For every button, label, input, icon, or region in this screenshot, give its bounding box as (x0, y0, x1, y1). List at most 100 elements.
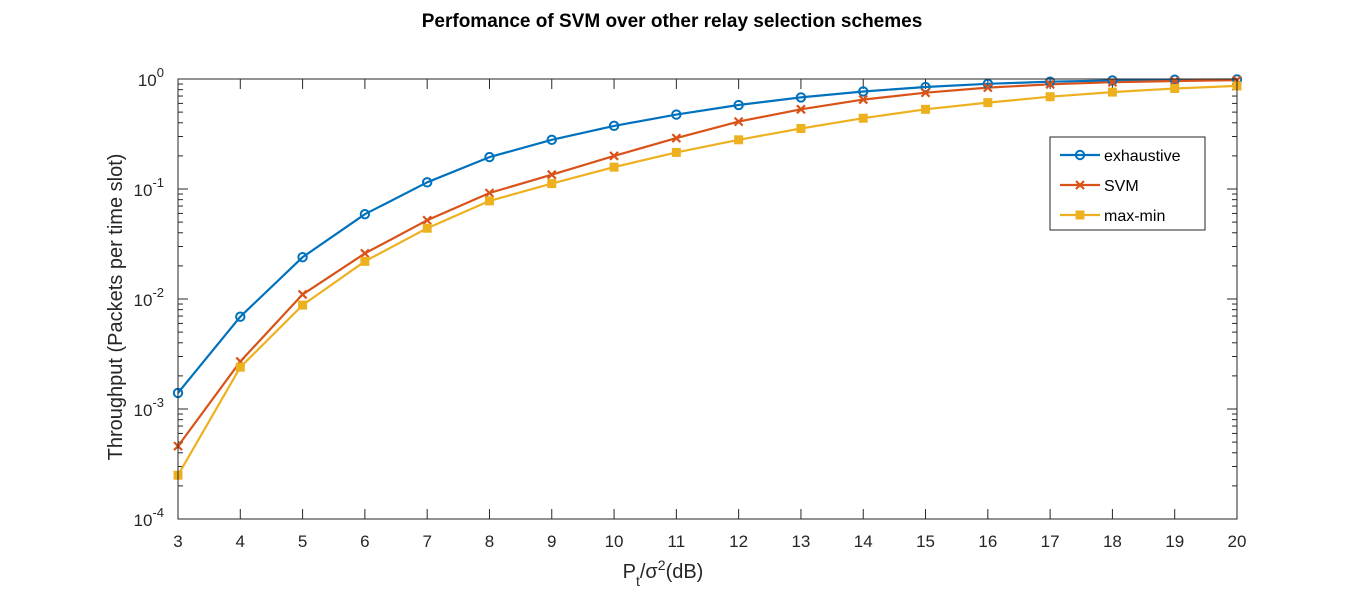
x-tick-label: 7 (422, 532, 431, 551)
point-svm (983, 82, 993, 93)
x-tick-label: 10 (605, 532, 624, 551)
point-max-min (983, 98, 993, 108)
x-tick-label: 19 (1165, 532, 1184, 551)
y-tick-label: 10-4 (134, 505, 164, 530)
y-tick-label-exponent: -3 (152, 395, 164, 410)
legend-marker-svm (1075, 180, 1085, 190)
legend: exhaustive SVM max-min (1049, 136, 1206, 231)
point-max-min (484, 196, 494, 206)
y-tick-label-base: 10 (138, 71, 157, 90)
x-axis-label-tail: (dB) (666, 561, 704, 583)
legend-marker-exhaustive (1074, 149, 1086, 161)
x-tick-label: 5 (298, 532, 307, 551)
chart-title: Perfomance of SVM over other relay selec… (422, 11, 923, 32)
point-max-min (235, 362, 245, 372)
point-max-min (671, 147, 681, 157)
point-exhaustive (1044, 76, 1056, 87)
y-tick-label-base: 10 (134, 181, 153, 200)
x-tick-label: 20 (1228, 532, 1247, 551)
x-tick-label: 4 (236, 532, 245, 551)
x-axis-label: Pt/σ2(dB) (623, 557, 704, 589)
y-tick-label: 100 (138, 65, 164, 90)
point-exhaustive (484, 151, 495, 163)
point-exhaustive (1107, 75, 1118, 86)
ticks: 3 4 5 6 7 8 9 10 11 12 13 14 15 16 17 18 19 2010-410-310-… (134, 65, 1247, 551)
point-exhaustive (858, 86, 869, 97)
y-tick-label-exponent: -1 (152, 175, 164, 190)
series-markers (172, 74, 1243, 480)
y-tick-label: 10-3 (134, 395, 164, 420)
point-max-min (422, 223, 432, 233)
x-tick-label: 12 (729, 532, 748, 551)
series-line-max-min (177, 84, 1238, 476)
legend-label-max-min: max-min (1104, 208, 1165, 225)
y-tick-label-exponent: -2 (152, 285, 164, 300)
point-max-min (547, 179, 557, 189)
point-exhaustive (1169, 74, 1180, 85)
point-max-min (858, 113, 868, 123)
legend-marker-max-min (1075, 210, 1085, 220)
point-exhaustive (733, 99, 744, 111)
x-tick-label: 13 (791, 532, 810, 551)
point-exhaustive (359, 209, 371, 220)
legend-label-svm: SVM (1104, 178, 1139, 195)
point-max-min (734, 135, 744, 145)
series-lines (177, 78, 1238, 476)
point-svm (422, 215, 432, 226)
point-max-min (1170, 83, 1180, 93)
x-tick-label: 17 (1041, 532, 1060, 551)
point-svm (1107, 77, 1118, 87)
point-svm (671, 133, 682, 143)
y-tick-label-exponent: 0 (157, 65, 164, 80)
x-tick-label: 18 (1103, 532, 1122, 551)
x-tick-label: 8 (485, 532, 494, 551)
x-tick-label: 15 (916, 532, 935, 551)
x-tick-label: 3 (173, 532, 182, 551)
x-axis-label-sup: 2 (658, 557, 666, 573)
series-line-svm (177, 79, 1238, 447)
point-exhaustive (297, 251, 308, 263)
x-tick-label: 14 (854, 532, 873, 551)
point-exhaustive (421, 177, 433, 188)
point-svm (546, 169, 557, 180)
point-svm (609, 151, 619, 161)
point-exhaustive (795, 92, 807, 103)
x-tick-label: 6 (360, 532, 369, 551)
x-axis-label-mid: /σ (640, 561, 659, 583)
point-max-min (921, 104, 931, 114)
point-exhaustive (546, 134, 557, 146)
point-max-min (796, 123, 806, 133)
y-tick-label: 10-1 (134, 175, 164, 200)
point-svm (484, 188, 495, 198)
x-tick-label: 16 (978, 532, 997, 551)
point-max-min (1107, 87, 1117, 97)
point-exhaustive (235, 311, 246, 322)
y-axis-label: Throughput (Packets per time slot) (105, 154, 127, 461)
x-tick-label: 9 (547, 532, 556, 551)
point-max-min (609, 162, 619, 172)
point-svm (920, 87, 931, 98)
series-line-exhaustive (177, 78, 1238, 394)
point-max-min (298, 300, 308, 310)
point-max-min (1045, 92, 1055, 102)
y-tick-label-exponent: -4 (152, 505, 164, 520)
point-svm (796, 104, 806, 115)
y-tick-label-base: 10 (134, 291, 153, 310)
point-svm (297, 289, 308, 300)
point-svm (1045, 79, 1055, 90)
y-tick-label-base: 10 (134, 401, 153, 420)
x-axis-label-sub: t (636, 573, 640, 589)
point-max-min (360, 256, 370, 266)
point-svm (360, 248, 370, 259)
x-axis-label-base: P (623, 561, 636, 583)
legend-label-exhaustive: exhaustive (1104, 148, 1181, 165)
point-exhaustive (608, 120, 620, 132)
point-svm (858, 94, 869, 105)
point-exhaustive (671, 109, 682, 120)
point-svm (1169, 76, 1180, 86)
plot-frame (177, 78, 1238, 520)
point-svm (733, 116, 744, 127)
x-tick-label: 11 (668, 532, 686, 551)
y-tick-label: 10-2 (134, 285, 164, 310)
